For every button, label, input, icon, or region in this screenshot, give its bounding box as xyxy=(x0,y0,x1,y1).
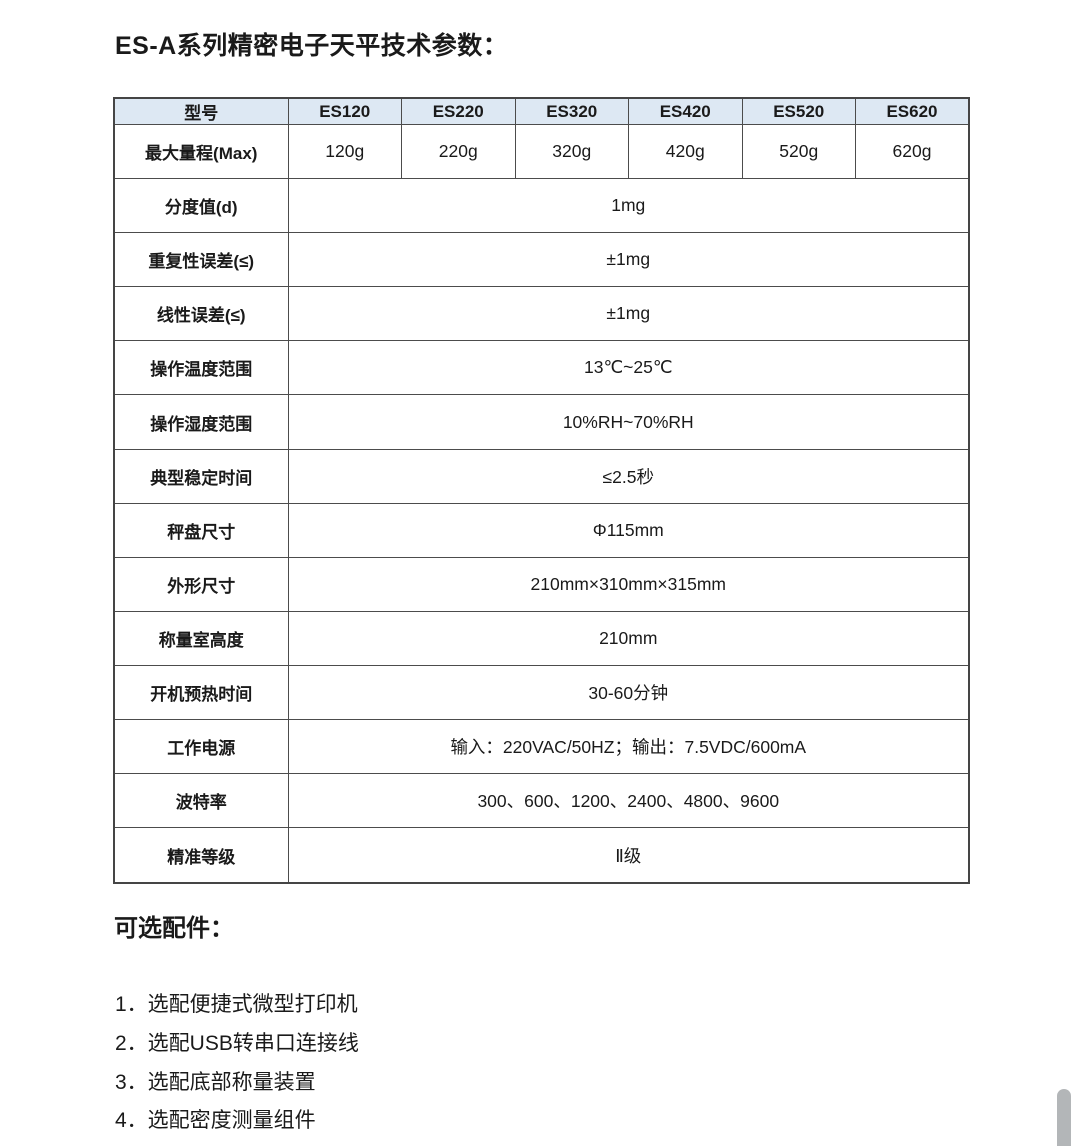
spec-label: 重复性误差(≤) xyxy=(113,232,289,288)
spec-row: 重复性误差(≤) ±1mg xyxy=(113,232,970,288)
header-model-es620: ES620 xyxy=(855,97,970,125)
table-header-row: 型号 ES120 ES220 ES320 ES420 ES520 ES620 xyxy=(113,97,970,125)
header-model-es520: ES520 xyxy=(741,97,856,125)
accessories-title: 可选配件： xyxy=(114,915,234,942)
spec-row: 外形尺寸 210mm×310mm×315mm xyxy=(113,556,970,612)
spec-label: 操作湿度范围 xyxy=(113,394,289,450)
spec-value: Φ115mm xyxy=(287,502,970,558)
spec-label: 波特率 xyxy=(113,773,289,829)
capacity-value: 120g xyxy=(287,123,402,180)
spec-row: 精准等级 Ⅱ级 xyxy=(113,827,970,884)
capacity-label: 最大量程(Max) xyxy=(113,123,289,180)
header-model-label: 型号 xyxy=(113,97,289,125)
spec-label: 外形尺寸 xyxy=(113,556,289,612)
spec-label: 精准等级 xyxy=(113,827,289,884)
header-model-es120: ES120 xyxy=(287,97,402,125)
spec-label: 开机预热时间 xyxy=(113,664,289,721)
accessory-item: 2．选配USB转串口连接线 xyxy=(115,1032,359,1056)
spec-row: 称量室高度 210mm xyxy=(113,610,970,666)
spec-value: 1mg xyxy=(287,178,970,234)
capacity-value: 420g xyxy=(628,123,743,180)
spec-label: 分度值(d) xyxy=(113,178,289,234)
spec-value: 210mm xyxy=(287,610,970,666)
capacity-value: 320g xyxy=(514,123,629,180)
spec-value: 210mm×310mm×315mm xyxy=(287,556,970,612)
spec-label: 典型稳定时间 xyxy=(113,448,289,504)
spec-row: 典型稳定时间 ≤2.5秒 xyxy=(113,448,970,504)
spec-row: 分度值(d) 1mg xyxy=(113,178,970,234)
spec-value: ≤2.5秒 xyxy=(287,448,970,504)
spec-value: 10%RH~70%RH xyxy=(287,394,970,450)
spec-value: 13℃~25℃ xyxy=(287,340,970,396)
capacity-value: 220g xyxy=(401,123,516,180)
header-model-es220: ES220 xyxy=(401,97,516,125)
vertical-scrollbar-thumb[interactable] xyxy=(1057,1089,1071,1146)
accessories-list: 1．选配便捷式微型打印机 2．选配USB转串口连接线 3．选配底部称量装置 4．… xyxy=(115,984,359,1139)
spec-value: ±1mg xyxy=(287,232,970,288)
spec-value: ±1mg xyxy=(287,286,970,342)
spec-label: 工作电源 xyxy=(113,719,289,775)
spec-row: 波特率 300、600、1200、2400、4800、9600 xyxy=(113,773,970,829)
spec-label: 操作温度范围 xyxy=(113,340,289,396)
capacity-value: 620g xyxy=(855,123,970,180)
capacity-row: 最大量程(Max) 120g 220g 320g 420g 520g 620g xyxy=(113,123,970,180)
accessory-item: 4．选配密度测量组件 xyxy=(115,1109,316,1133)
spec-label: 线性误差(≤) xyxy=(113,286,289,342)
spec-value: 输入：220VAC/50HZ；输出：7.5VDC/600mA xyxy=(287,719,970,775)
spec-row: 线性误差(≤) ±1mg xyxy=(113,286,970,342)
spec-table: 型号 ES120 ES220 ES320 ES420 ES520 ES620 最… xyxy=(113,97,970,884)
spec-row: 工作电源 输入：220VAC/50HZ；输出：7.5VDC/600mA xyxy=(113,719,970,775)
header-model-es420: ES420 xyxy=(628,97,743,125)
spec-value: 30-60分钟 xyxy=(287,664,970,721)
spec-value: 300、600、1200、2400、4800、9600 xyxy=(287,773,970,829)
spec-label: 称量室高度 xyxy=(113,610,289,666)
accessory-item: 3．选配底部称量装置 xyxy=(115,1070,316,1094)
page-title: ES-A系列精密电子天平技术参数： xyxy=(115,32,509,60)
accessory-item: 1．选配便捷式微型打印机 xyxy=(115,993,358,1017)
spec-row: 操作湿度范围 10%RH~70%RH xyxy=(113,394,970,450)
spec-row: 开机预热时间 30-60分钟 xyxy=(113,664,970,721)
spec-value: Ⅱ级 xyxy=(287,827,970,884)
spec-row: 操作温度范围 13℃~25℃ xyxy=(113,340,970,396)
spec-label: 秤盘尺寸 xyxy=(113,502,289,558)
capacity-value: 520g xyxy=(741,123,856,180)
header-model-es320: ES320 xyxy=(514,97,629,125)
spec-row: 秤盘尺寸 Φ115mm xyxy=(113,502,970,558)
